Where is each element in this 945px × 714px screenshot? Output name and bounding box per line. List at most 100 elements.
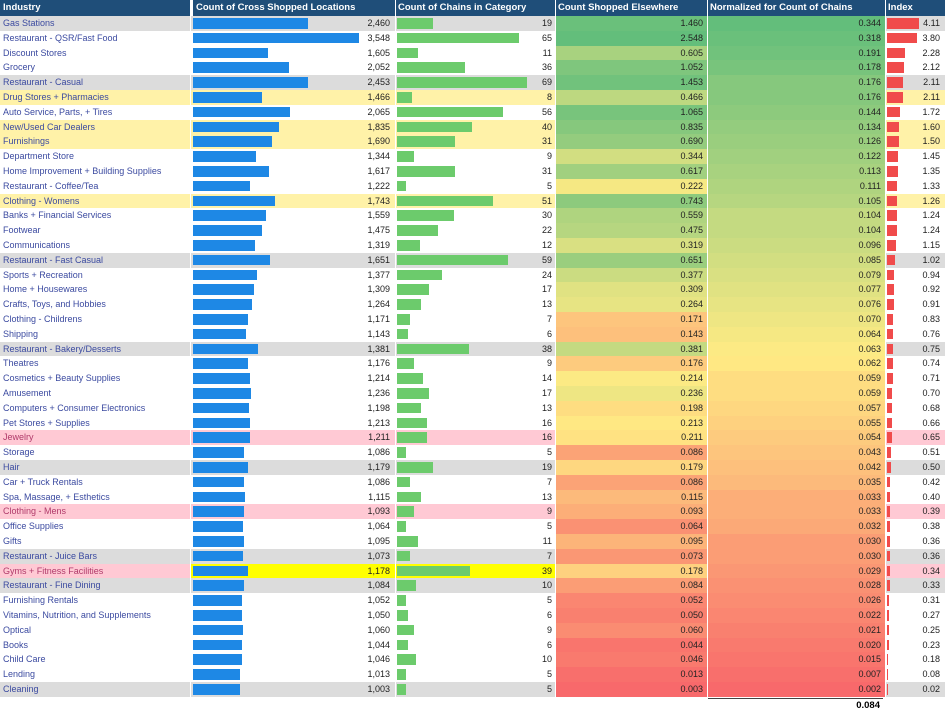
normalized-cell [707, 193, 885, 209]
normalized-value: 0.059 [858, 388, 881, 398]
index-value: 1.24 [922, 210, 940, 221]
industry-name: Gas Stations [3, 18, 55, 28]
table-row: Jewelry 1,211 16 0.211 0.054 0.65 [0, 430, 945, 446]
table-row: Crafts, Toys, and Hobbies 1,264 13 0.264 0.0… [0, 297, 945, 312]
shopped-elsewhere-cell [555, 60, 707, 76]
index-value: 1.35 [922, 166, 940, 176]
cross-shopped-value: 1,086 [367, 447, 390, 458]
shopped-elsewhere-cell [555, 90, 707, 105]
industry-name: Lending [3, 669, 36, 680]
index-value: 1.60 [922, 121, 940, 132]
table-row: Shipping 1,143 6 0.143 0.064 0.76 [0, 326, 945, 342]
chains-bar [397, 432, 427, 443]
index-value: 4.11 [923, 18, 940, 28]
chains-bar [397, 491, 421, 503]
cross-shopped-value: 1,236 [367, 388, 390, 398]
index-bar [887, 624, 889, 636]
industry-name: Restaurant - Fine Dining [3, 580, 101, 591]
table-row: Auto Service, Parts, + Tires 2,065 56 1.065… [0, 104, 945, 120]
cross-shopped-bar [193, 654, 242, 665]
index-bar [887, 565, 890, 577]
normalized-value: 0.344 [858, 18, 881, 28]
shopped-elsewhere-value: 0.211 [681, 432, 703, 443]
chains-value: 16 [541, 417, 552, 428]
shopped-elsewhere-value: 0.475 [680, 225, 703, 236]
industry-name: Gyms + Fitness Facilities [3, 565, 104, 576]
cross-shopped-value: 1,319 [367, 240, 390, 250]
chains-bar [397, 299, 421, 310]
shopped-elsewhere-value: 0.690 [680, 136, 703, 147]
chains-bar [397, 595, 406, 606]
chains-value: 17 [541, 388, 552, 398]
shopped-elsewhere-value: 0.264 [680, 299, 703, 310]
shopped-elsewhere-value: 0.344 [680, 151, 703, 162]
cross-shopped-bar [193, 121, 279, 133]
chains-value: 5 [546, 684, 552, 694]
index-value: 1.50 [922, 136, 940, 147]
shopped-elsewhere-value: 2.548 [680, 32, 703, 43]
cross-shopped-value: 1,690 [367, 136, 390, 147]
index-value: 0.02 [922, 684, 940, 694]
index-bar [887, 358, 893, 369]
header-index: Index [885, 0, 945, 16]
normalized-cell [707, 178, 885, 194]
normalized-cell [707, 356, 885, 372]
shopped-elsewhere-value: 0.013 [680, 669, 703, 680]
shopped-elsewhere-value: 0.309 [680, 284, 703, 295]
table-row: Restaurant - Fine Dining 1,084 10 0.084 0.02… [0, 578, 945, 594]
chains-value: 65 [541, 32, 552, 43]
shopped-elsewhere-cell [555, 667, 707, 682]
chains-bar [397, 639, 408, 651]
normalized-cell [707, 578, 885, 594]
cross-shopped-bar [193, 62, 289, 73]
cross-shopped-bar [193, 151, 256, 162]
shopped-elsewhere-value: 0.003 [680, 684, 703, 694]
index-bar [887, 550, 890, 562]
cross-shopped-value: 1,264 [367, 299, 390, 310]
industry-name: Shipping [3, 328, 39, 339]
cross-shopped-bar [193, 565, 248, 577]
normalized-cell [707, 104, 885, 120]
cross-shopped-bar [193, 432, 250, 443]
chains-bar [397, 536, 418, 547]
index-value: 0.74 [922, 358, 940, 369]
normalized-value: 0.105 [858, 195, 881, 206]
chains-bar [397, 565, 470, 577]
shopped-elsewhere-value: 0.046 [680, 654, 703, 665]
industry-name: Restaurant - Bakery/Desserts [3, 343, 122, 354]
chains-value: 7 [546, 476, 552, 487]
normalized-value: 0.079 [858, 269, 881, 280]
table-row: Furnishing Rentals 1,052 5 0.052 0.026 0.31 [0, 593, 945, 608]
chains-bar [397, 314, 410, 325]
table-row: Cleaning 1,003 5 0.003 0.002 0.02 [0, 682, 945, 697]
industry-name: Furnishing Rentals [3, 595, 79, 606]
chains-value: 7 [546, 550, 552, 561]
normalized-value: 0.104 [858, 210, 881, 221]
normalized-cell [707, 312, 885, 327]
cross-shopped-value: 1,050 [367, 610, 390, 620]
index-value: 0.76 [922, 328, 940, 339]
table-row: Home + Housewares 1,309 17 0.309 0.077 0.92 [0, 282, 945, 298]
shopped-elsewhere-value: 0.093 [680, 506, 703, 517]
table-row: Clothing - Childrens 1,171 7 0.171 0.070 0.83 [0, 312, 945, 327]
shopped-elsewhere-cell [555, 267, 707, 283]
normalized-cell [707, 608, 885, 623]
normalized-cell [707, 504, 885, 520]
normalized-value: 0.064 [858, 328, 881, 339]
cross-shopped-value: 2,453 [367, 77, 390, 88]
chains-value: 6 [546, 639, 552, 650]
index-bar [887, 32, 917, 44]
table-row: Books 1,044 6 0.044 0.020 0.23 [0, 637, 945, 653]
chains-value: 12 [541, 240, 552, 250]
normalized-value: 0.111 [859, 180, 881, 191]
index-bar [887, 106, 900, 118]
normalized-cell [707, 534, 885, 549]
table-row: Banks + Financial Services 1,559 30 0.559 0.… [0, 208, 945, 224]
cross-shopped-value: 1,743 [367, 195, 390, 206]
shopped-elsewhere-cell [555, 134, 707, 150]
chains-bar [397, 550, 410, 562]
chains-value: 16 [541, 432, 552, 443]
cross-shopped-value: 1,211 [368, 432, 390, 443]
shopped-elsewhere-cell [555, 30, 707, 46]
